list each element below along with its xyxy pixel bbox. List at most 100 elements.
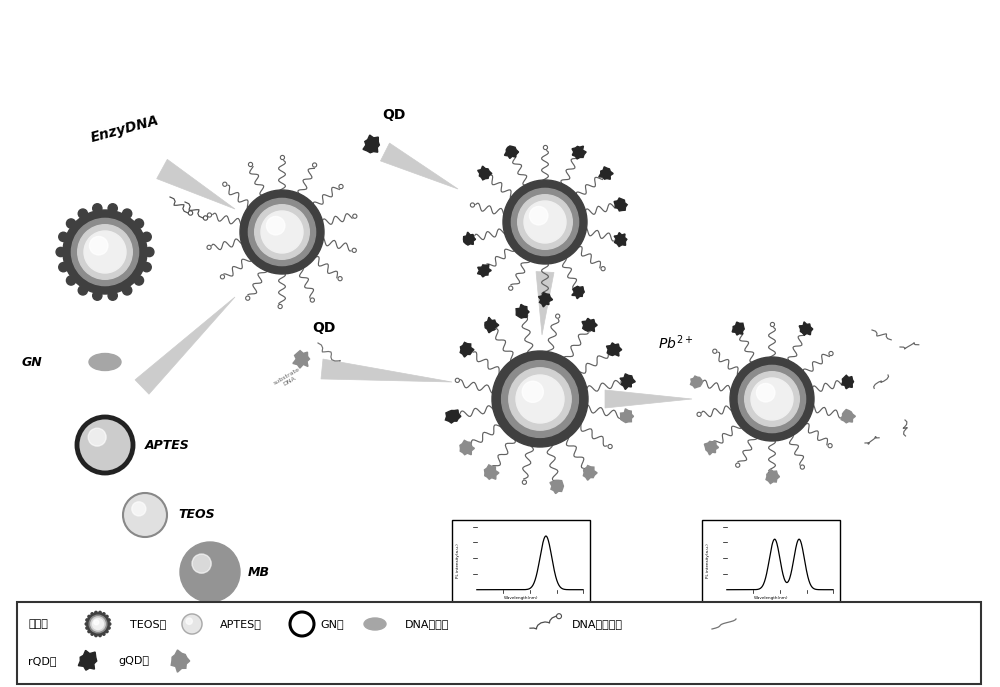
Circle shape	[511, 188, 579, 256]
Text: PL intensity(a.u.): PL intensity(a.u.)	[456, 543, 460, 578]
Polygon shape	[478, 166, 492, 180]
Circle shape	[108, 627, 110, 629]
Circle shape	[529, 207, 548, 225]
Circle shape	[103, 613, 105, 615]
Text: Wavelength(nm): Wavelength(nm)	[504, 596, 538, 600]
Polygon shape	[605, 390, 692, 408]
Circle shape	[142, 232, 151, 241]
Text: rQD：: rQD：	[28, 656, 56, 666]
Bar	[702, 520, 840, 602]
Circle shape	[77, 417, 133, 473]
Polygon shape	[799, 322, 813, 335]
Circle shape	[92, 618, 104, 629]
Circle shape	[59, 262, 68, 272]
Text: Wavelength(nm): Wavelength(nm)	[754, 596, 788, 600]
Polygon shape	[460, 440, 474, 455]
Text: MB: MB	[248, 565, 270, 578]
Polygon shape	[478, 264, 491, 277]
Circle shape	[56, 247, 65, 257]
Circle shape	[88, 630, 90, 633]
Circle shape	[71, 218, 139, 286]
Polygon shape	[293, 350, 310, 368]
Polygon shape	[380, 143, 458, 189]
Circle shape	[145, 247, 154, 257]
Circle shape	[524, 201, 566, 243]
Polygon shape	[504, 146, 519, 159]
Polygon shape	[516, 304, 529, 318]
Circle shape	[93, 291, 102, 300]
Polygon shape	[582, 318, 597, 332]
Text: TEOS：: TEOS：	[130, 619, 166, 629]
Circle shape	[108, 619, 110, 621]
Circle shape	[86, 619, 88, 621]
Polygon shape	[704, 441, 719, 455]
Text: 磁珠：: 磁珠：	[28, 619, 48, 629]
Polygon shape	[614, 233, 627, 247]
Circle shape	[87, 613, 109, 635]
Circle shape	[186, 618, 192, 624]
FancyBboxPatch shape	[17, 602, 981, 684]
Polygon shape	[614, 198, 627, 211]
Circle shape	[89, 615, 107, 633]
Circle shape	[248, 199, 316, 266]
Polygon shape	[484, 465, 499, 480]
Circle shape	[522, 381, 543, 403]
Polygon shape	[363, 135, 379, 153]
Circle shape	[63, 210, 147, 294]
Polygon shape	[690, 376, 703, 388]
Polygon shape	[766, 469, 779, 484]
Circle shape	[89, 236, 108, 255]
Text: TEOS: TEOS	[178, 508, 215, 521]
Polygon shape	[78, 651, 97, 671]
Polygon shape	[621, 409, 634, 423]
Polygon shape	[536, 271, 554, 335]
Circle shape	[91, 613, 93, 615]
Polygon shape	[841, 409, 855, 423]
Polygon shape	[171, 650, 190, 672]
Ellipse shape	[89, 354, 121, 370]
Circle shape	[108, 291, 117, 300]
Circle shape	[66, 219, 76, 228]
Circle shape	[94, 620, 99, 624]
Circle shape	[84, 231, 126, 273]
Polygon shape	[572, 146, 586, 159]
Polygon shape	[157, 159, 235, 209]
Circle shape	[132, 502, 146, 516]
Circle shape	[738, 365, 806, 433]
Circle shape	[503, 180, 587, 264]
Circle shape	[240, 190, 324, 274]
Polygon shape	[538, 293, 553, 307]
Polygon shape	[606, 343, 622, 356]
Circle shape	[182, 614, 202, 634]
Circle shape	[78, 286, 87, 295]
Circle shape	[91, 633, 93, 635]
Ellipse shape	[364, 618, 386, 630]
Circle shape	[85, 623, 88, 625]
Circle shape	[502, 361, 578, 438]
Circle shape	[751, 378, 793, 420]
Polygon shape	[135, 297, 235, 394]
Circle shape	[123, 209, 132, 218]
Circle shape	[99, 634, 101, 637]
Circle shape	[86, 627, 88, 629]
Circle shape	[88, 428, 106, 446]
Polygon shape	[463, 232, 476, 245]
Circle shape	[108, 623, 111, 625]
Circle shape	[134, 276, 144, 285]
Polygon shape	[842, 375, 854, 389]
Circle shape	[516, 375, 564, 423]
Circle shape	[88, 616, 90, 618]
Text: $Pb^{2+}$: $Pb^{2+}$	[658, 333, 693, 352]
Circle shape	[255, 205, 309, 259]
Circle shape	[78, 209, 87, 218]
Circle shape	[142, 262, 151, 272]
Circle shape	[106, 616, 108, 618]
Circle shape	[93, 204, 102, 213]
Polygon shape	[321, 359, 452, 382]
Circle shape	[745, 372, 799, 427]
Polygon shape	[550, 480, 563, 493]
Circle shape	[106, 630, 108, 633]
Circle shape	[103, 633, 105, 635]
Text: APTES：: APTES：	[220, 619, 262, 629]
Circle shape	[59, 232, 68, 241]
